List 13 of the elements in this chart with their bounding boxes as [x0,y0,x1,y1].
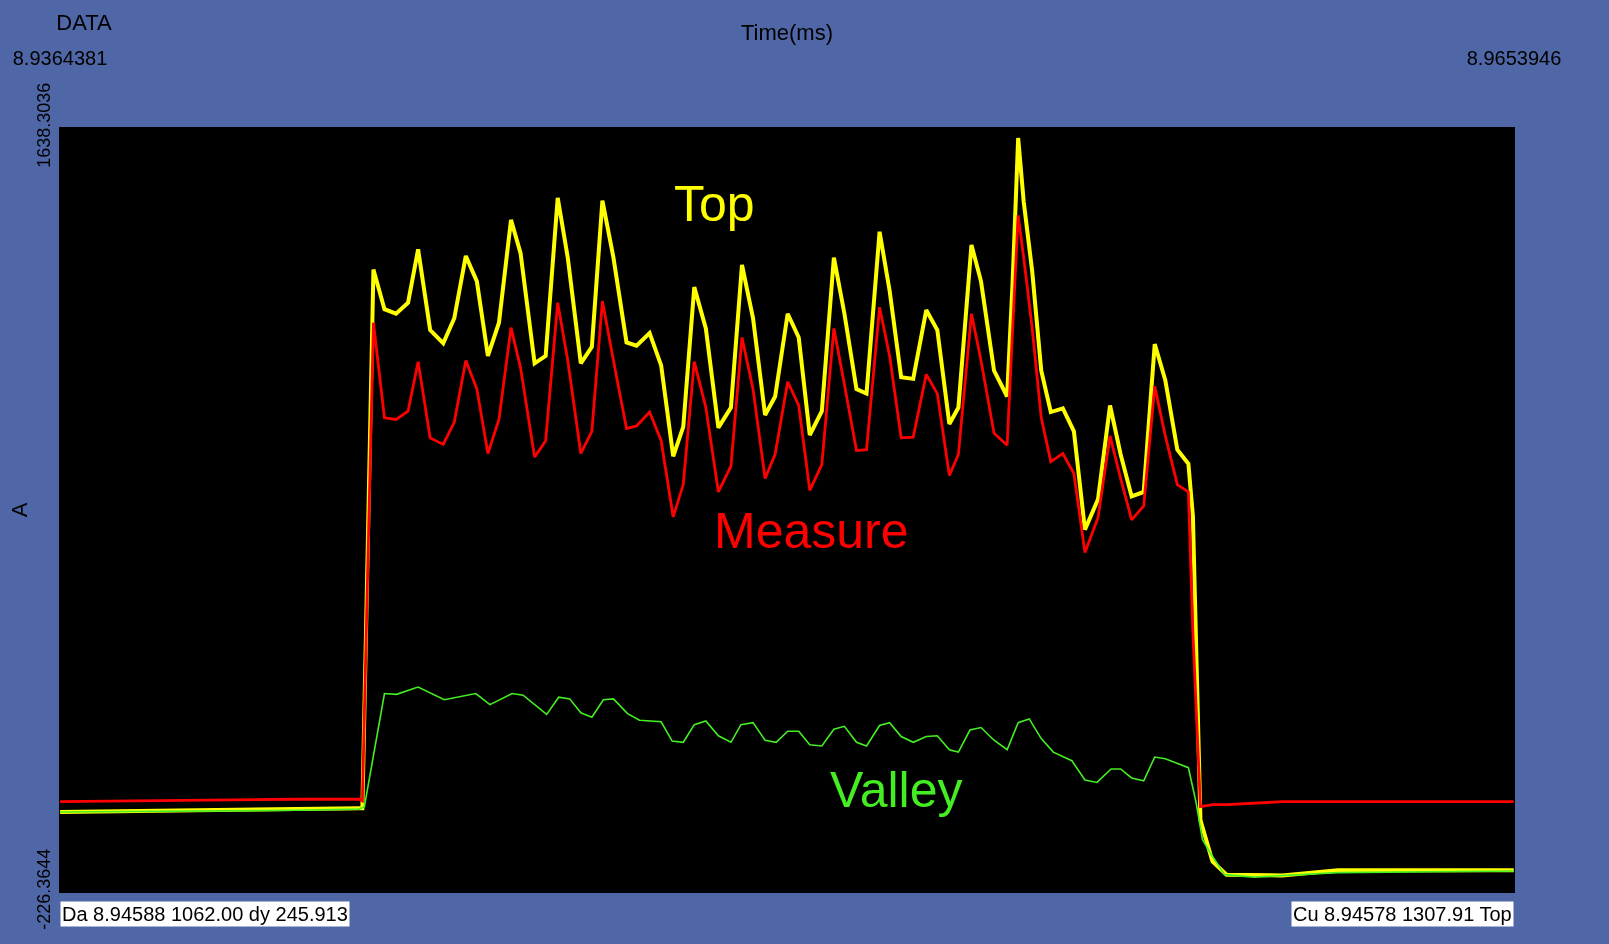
y-tick-label: -226.3644 [33,848,54,930]
x-tick-label: 8.9364381 [12,47,108,69]
line-series [60,686,1514,878]
x-axis-title: Time(ms) [740,19,834,45]
series-label: Top [674,176,755,232]
y-tick-label: 1638.3036 [33,82,54,168]
series-label: Valley [830,762,963,818]
series-label: Measure [714,503,909,559]
chart-title: DATA [56,9,113,35]
y-axis-title: A [6,502,32,518]
text: Da 8.94588 1062.00 dy 245.913 [62,903,348,925]
x-tick-label: 8.9653946 [1466,47,1562,69]
text: Cu 8.94578 1307.91 Top [1293,903,1512,925]
